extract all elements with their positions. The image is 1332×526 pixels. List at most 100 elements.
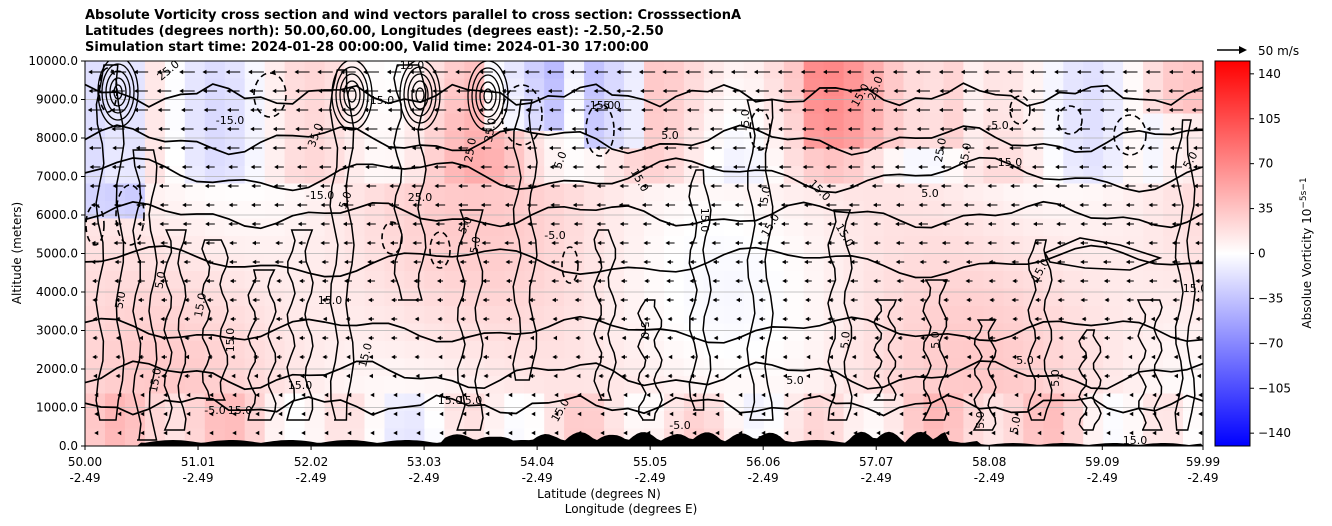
wind-vector-head: [117, 392, 122, 398]
field-cell: [703, 113, 725, 132]
contour-line: [1078, 329, 1102, 431]
wind-vector-head: [276, 373, 281, 379]
field-cell: [883, 148, 905, 167]
field-cell: [604, 113, 625, 132]
wind-vector-head: [113, 202, 118, 208]
wind-vector-head: [549, 164, 554, 170]
field-cell: [1063, 113, 1084, 132]
wind-vector-head: [322, 316, 327, 322]
field-cell: [1003, 201, 1024, 220]
field-cell: [324, 183, 346, 202]
field-cell: [284, 236, 306, 255]
wind-vector-head: [181, 164, 186, 170]
field-cell: [723, 183, 745, 202]
field-cell: [1183, 428, 1203, 446]
field-cell: [224, 306, 246, 325]
wind-vector-head: [505, 259, 510, 265]
field-cell: [344, 236, 366, 255]
wind-vector-head: [1012, 316, 1017, 322]
field-cell: [644, 271, 665, 290]
wind-vector-head: [528, 297, 533, 303]
wind-vector-head: [782, 373, 787, 379]
wind-vector-head: [414, 335, 419, 341]
wind-vector-head: [228, 202, 233, 208]
field-cell: [304, 166, 326, 185]
wind-vector-head: [827, 240, 832, 246]
wind-vector-head: [620, 316, 625, 322]
field-cell: [364, 148, 386, 167]
contour-label: 15.0: [1123, 434, 1148, 446]
field-cell: [284, 201, 306, 220]
wind-vector-head: [157, 107, 162, 113]
field-cell: [763, 113, 785, 132]
wind-vector-head: [916, 145, 921, 151]
field-cell: [903, 131, 925, 150]
wind-vector-head: [708, 88, 713, 94]
field-cell: [604, 393, 625, 412]
field-cell: [963, 411, 984, 430]
wind-vector-head: [571, 145, 576, 151]
field-cell: [604, 271, 625, 290]
contour-line: [132, 149, 158, 441]
wind-vector-head: [274, 164, 279, 170]
field-cell: [444, 131, 465, 150]
wind-vector-head: [1011, 297, 1016, 303]
contour-line: [347, 87, 357, 103]
wind-vector-head: [623, 392, 628, 398]
contour-label: 5.0: [1008, 415, 1024, 434]
field-cell: [144, 183, 166, 202]
field-cell: [564, 323, 585, 342]
x-tick-label-lat: 54.04: [520, 455, 554, 469]
wind-vector-head: [988, 316, 993, 322]
field-cell: [324, 376, 346, 395]
contour-line: [688, 169, 712, 411]
wind-vector-head: [94, 430, 99, 436]
wind-vector-head: [553, 335, 558, 341]
wind-vector-head: [1099, 69, 1104, 75]
field-cell: [1063, 428, 1084, 446]
wind-vector-head: [367, 259, 372, 265]
wind-vector-head: [412, 202, 417, 208]
wind-vector-head: [823, 88, 828, 94]
field-cell: [1083, 61, 1104, 80]
wind-vector-head: [206, 259, 211, 265]
field-cell: [224, 131, 246, 150]
field-cell: [624, 358, 645, 377]
x-tick-label-lon: -2.49: [69, 471, 100, 485]
field-cell: [364, 323, 386, 342]
field-cell: [703, 183, 725, 202]
field-cell: [723, 288, 745, 307]
wind-vector-head: [1195, 278, 1200, 284]
contour-line: [331, 61, 373, 131]
field-cell: [324, 131, 346, 150]
field-cell: [424, 341, 445, 360]
wind-vector-head: [600, 411, 605, 417]
field-cell: [304, 323, 326, 342]
wind-vector-head: [1193, 126, 1198, 132]
field-cell: [883, 323, 905, 342]
field-cell: [224, 411, 246, 430]
wind-vector-head: [478, 88, 483, 94]
wind-vector-head: [803, 221, 808, 227]
field-cell: [604, 411, 625, 430]
contour-line-negative: [253, 72, 287, 118]
wind-vector-head: [1168, 107, 1173, 113]
wind-vector-head: [528, 354, 533, 360]
field-cell: [943, 288, 965, 307]
field-cell: [1063, 183, 1084, 202]
wind-vector-head: [782, 297, 787, 303]
wind-vector-head: [807, 430, 812, 436]
field-cell: [484, 306, 505, 325]
field-cell: [564, 166, 585, 185]
wind-vector-head: [459, 259, 464, 265]
field-cell: [723, 411, 745, 430]
wind-vector-head: [411, 183, 416, 189]
wind-vector-head: [577, 411, 582, 417]
field-cell: [983, 288, 1004, 307]
wind-vector-head: [778, 126, 783, 132]
field-cell: [184, 323, 206, 342]
field-cell: [464, 236, 485, 255]
field-cell: [184, 183, 206, 202]
wind-vector-head: [531, 430, 536, 436]
wind-vector-head: [1080, 297, 1085, 303]
